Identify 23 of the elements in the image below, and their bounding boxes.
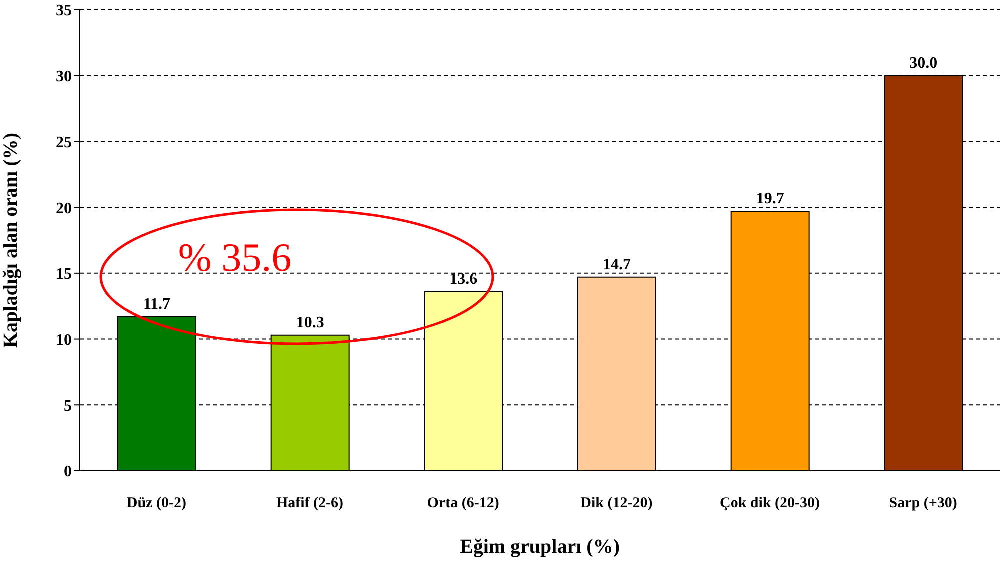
x-tick-label: Çok dik (20-30) [720,496,820,512]
y-tick-label: 0 [64,464,72,481]
y-tick-label: 20 [56,200,72,218]
data-label: 14.7 [603,256,631,274]
y-tick-label: 15 [56,266,72,284]
y-axis-title: Kapladığı alan oranı (%) [0,132,22,348]
data-label: 10.3 [296,314,324,332]
data-label: 30.0 [910,54,938,72]
data-label: 19.7 [756,190,784,208]
data-label: 11.7 [143,296,171,313]
y-tick-label: 5 [64,398,72,415]
y-tick-label: 25 [56,134,72,152]
y-tick-label: 30 [56,68,72,86]
data-label: 13.6 [450,270,478,288]
x-axis-title: Eğim grupları (%) [460,536,620,558]
x-tick-label: Hafif (2-6) [276,496,344,512]
y-tick-label: 35 [56,2,72,20]
x-tick-label: Sarp (+30) [889,496,958,512]
x-tick-label: Düz (0-2) [126,496,186,512]
x-tick-label: Orta (6-12) [427,496,500,512]
x-tick-label: Dik (12-20) [580,496,653,512]
annotation: % 35.6 [178,235,292,280]
y-tick-label: 10 [56,332,72,349]
